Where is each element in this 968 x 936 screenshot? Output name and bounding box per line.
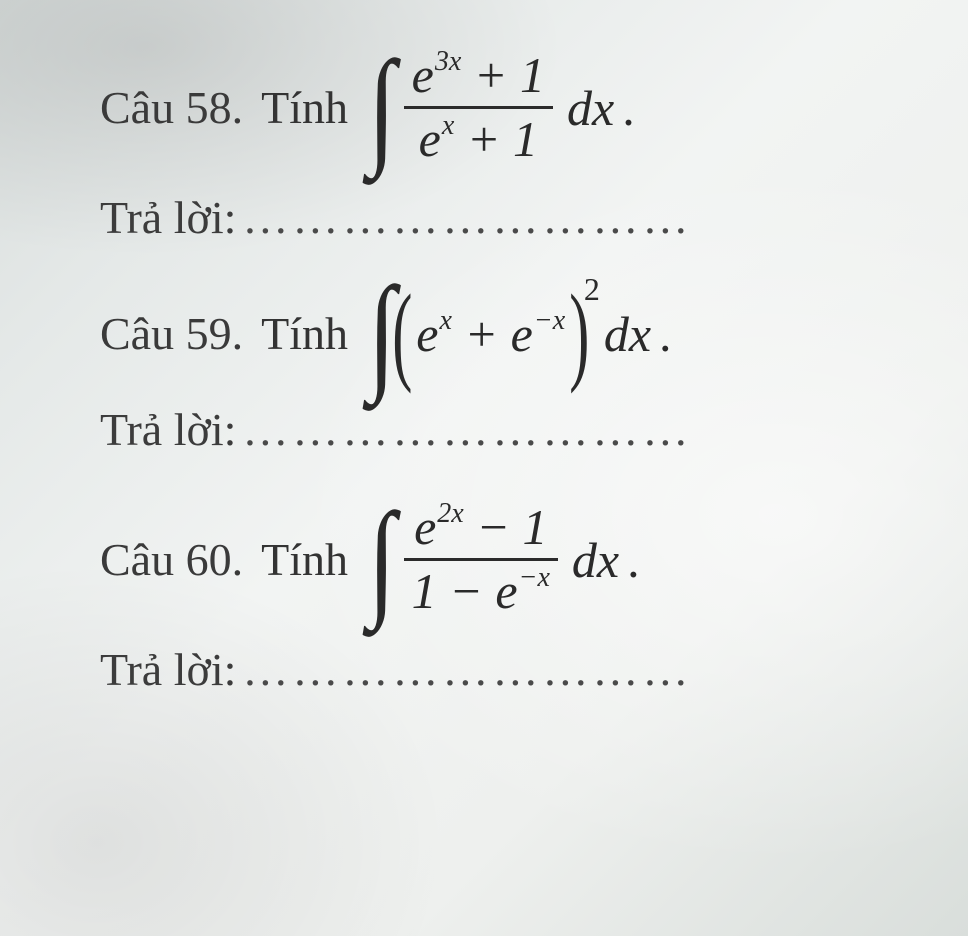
answer-59-dots: ………………………	[242, 403, 692, 456]
q60-denominator: 1 − e−x	[404, 564, 558, 619]
q59-dx: dx	[604, 305, 651, 363]
numerator-exp: 2x	[437, 498, 463, 529]
denominator-base: e	[419, 111, 441, 167]
numerator-base: e	[414, 499, 436, 555]
question-59-row: Câu 59. Tính ∫ ( ex + e−x ) 2 dx .	[100, 288, 928, 379]
numerator-tail: + 1	[461, 47, 545, 103]
fraction-bar	[404, 558, 558, 561]
integral-symbol: ∫	[368, 62, 396, 153]
plus-op: +	[452, 306, 511, 362]
numerator-tail: − 1	[464, 499, 548, 555]
denominator-base: e	[495, 563, 517, 619]
q58-punct: .	[622, 79, 635, 137]
answer-60-dots: ………………………	[242, 643, 692, 696]
question-60-label: Câu 60.	[100, 533, 243, 586]
question-60-fraction: e2x − 1 1 − e−x	[404, 500, 558, 619]
denominator-pre: 1 −	[412, 563, 496, 619]
answer-59-label: Trả lời:	[100, 403, 236, 456]
q59-inside: ex + e−x	[416, 305, 565, 363]
q58-numerator: e3x + 1	[404, 48, 553, 103]
answer-58-dots: ………………………	[242, 191, 692, 244]
question-58-fraction: e3x + 1 ex + 1	[404, 48, 553, 167]
q59-power: 2	[584, 271, 600, 308]
q60-punct: .	[627, 531, 640, 589]
q60-dx: dx	[572, 531, 619, 589]
numerator-base: e	[412, 47, 434, 103]
question-59-verb: Tính	[261, 307, 348, 360]
left-paren: (	[392, 295, 412, 372]
integral-symbol: ∫	[368, 514, 396, 605]
q60-numerator: e2x − 1	[406, 500, 555, 555]
term1-exp: x	[439, 305, 451, 336]
question-58-label: Câu 58.	[100, 81, 243, 134]
denominator-exp: x	[442, 110, 454, 141]
denominator-exp: −x	[519, 562, 550, 593]
answer-58-row: Trả lời: ………………………	[100, 191, 928, 244]
q58-denominator: ex + 1	[411, 112, 546, 167]
question-60-row: Câu 60. Tính ∫ e2x − 1 1 − e−x dx .	[100, 500, 928, 619]
denominator-tail: + 1	[454, 111, 538, 167]
answer-58-label: Trả lời:	[100, 191, 236, 244]
page-content: Câu 58. Tính ∫ e3x + 1 ex + 1 dx . Trả l…	[0, 0, 968, 736]
term1-base: e	[416, 306, 438, 362]
answer-59-row: Trả lời: ………………………	[100, 403, 928, 456]
question-58-row: Câu 58. Tính ∫ e3x + 1 ex + 1 dx .	[100, 48, 928, 167]
q58-dx: dx	[567, 79, 614, 137]
question-60-verb: Tính	[261, 533, 348, 586]
answer-60-row: Trả lời: ………………………	[100, 643, 928, 696]
question-59-label: Câu 59.	[100, 307, 243, 360]
question-58-verb: Tính	[261, 81, 348, 134]
term2-base: e	[511, 306, 533, 362]
answer-60-label: Trả lời:	[100, 643, 236, 696]
term2-exp: −x	[534, 305, 565, 336]
numerator-exp: 3x	[435, 46, 461, 77]
q59-punct: .	[659, 305, 672, 363]
fraction-bar	[404, 106, 553, 109]
